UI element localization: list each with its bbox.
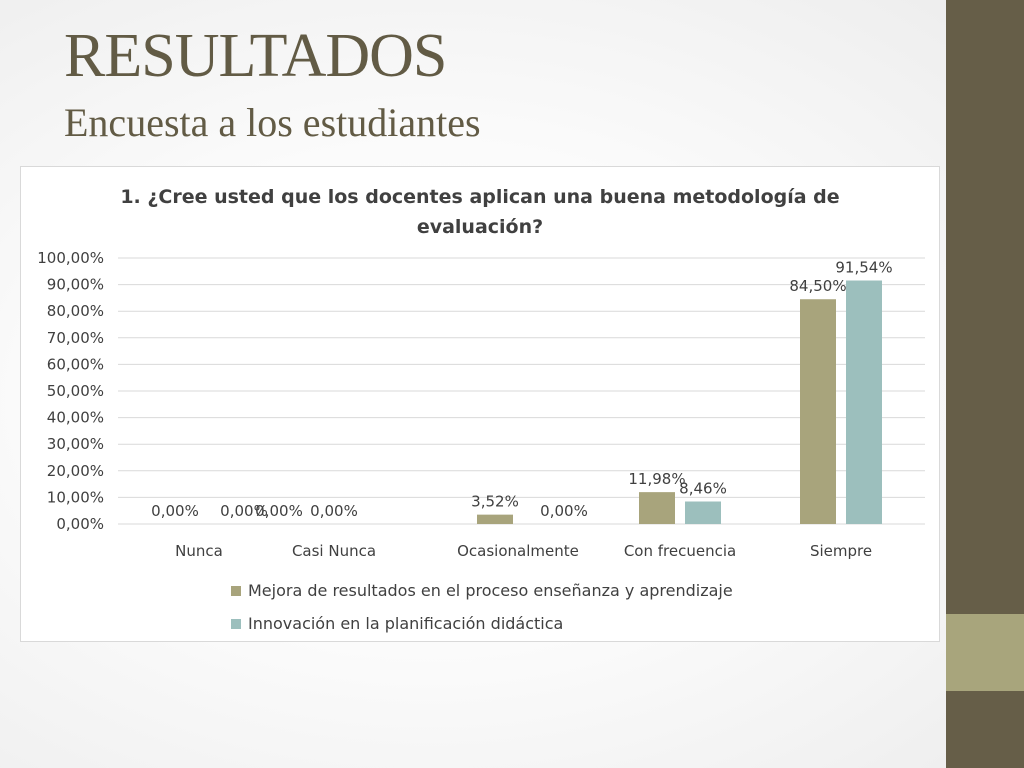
data-label: 0,00%	[310, 502, 358, 520]
data-label: 11,98%	[628, 470, 685, 488]
y-tick-label: 100,00%	[37, 249, 104, 267]
y-tick-label: 50,00%	[47, 382, 104, 400]
x-tick-label: Casi Nunca	[292, 542, 376, 560]
data-label: 8,46%	[679, 479, 727, 497]
data-label: 91,54%	[835, 259, 892, 277]
data-label: 3,52%	[471, 493, 519, 511]
y-tick-label: 0,00%	[56, 515, 104, 533]
chart-title-line-2: evaluación?	[416, 216, 544, 238]
chart-title-line-1: 1. ¿Cree usted que los docentes aplican …	[120, 186, 840, 208]
legend-label-series-1: Mejora de resultados en el proceso enseñ…	[248, 581, 733, 600]
y-tick-label: 60,00%	[47, 355, 104, 373]
y-tick-label: 10,00%	[47, 488, 104, 506]
x-tick-label: Siempre	[810, 542, 872, 560]
y-tick-label: 70,00%	[47, 329, 104, 347]
data-label: 0,00%	[220, 502, 268, 520]
y-tick-label: 30,00%	[47, 435, 104, 453]
legend-item-series-1: Mejora de resultados en el proceso enseñ…	[231, 574, 733, 607]
bar	[800, 299, 836, 524]
chart-container: 1. ¿Cree usted que los docentes aplican …	[20, 166, 940, 642]
x-tick-label: Con frecuencia	[624, 542, 736, 560]
data-label: 0,00%	[255, 502, 303, 520]
y-tick-label: 40,00%	[47, 409, 104, 427]
y-tick-label: 80,00%	[47, 302, 104, 320]
bar-chart: 0,00% 10,00% 20,00% 30,00% 40,00% 50,00% 60,00…	[37, 249, 925, 560]
bar	[477, 514, 513, 524]
side-accent-block	[946, 614, 1024, 691]
bar	[846, 280, 882, 524]
bar	[639, 492, 675, 524]
chart-legend: Mejora de resultados en el proceso enseñ…	[231, 574, 733, 640]
bar	[685, 501, 721, 524]
slide-subtitle: Encuesta a los estudiantes	[64, 100, 481, 145]
data-label: 84,50%	[789, 277, 846, 295]
legend-label-series-2: Innovación en la planificación didáctica	[248, 614, 564, 633]
data-label: 0,00%	[540, 502, 588, 520]
legend-item-series-2: Innovación en la planificación didáctica	[231, 607, 733, 640]
chart-title: 1. ¿Cree usted que los docentes aplican …	[21, 182, 939, 242]
y-tick-label: 90,00%	[47, 276, 104, 294]
x-tick-label: Nunca	[175, 542, 223, 560]
y-tick-label: 20,00%	[47, 462, 104, 480]
legend-swatch-series-1	[231, 585, 241, 596]
slide-title: RESULTADOS	[64, 22, 447, 90]
x-tick-label: Ocasionalmente	[457, 542, 579, 560]
legend-swatch-series-2	[231, 618, 241, 629]
data-label: 0,00%	[151, 502, 199, 520]
